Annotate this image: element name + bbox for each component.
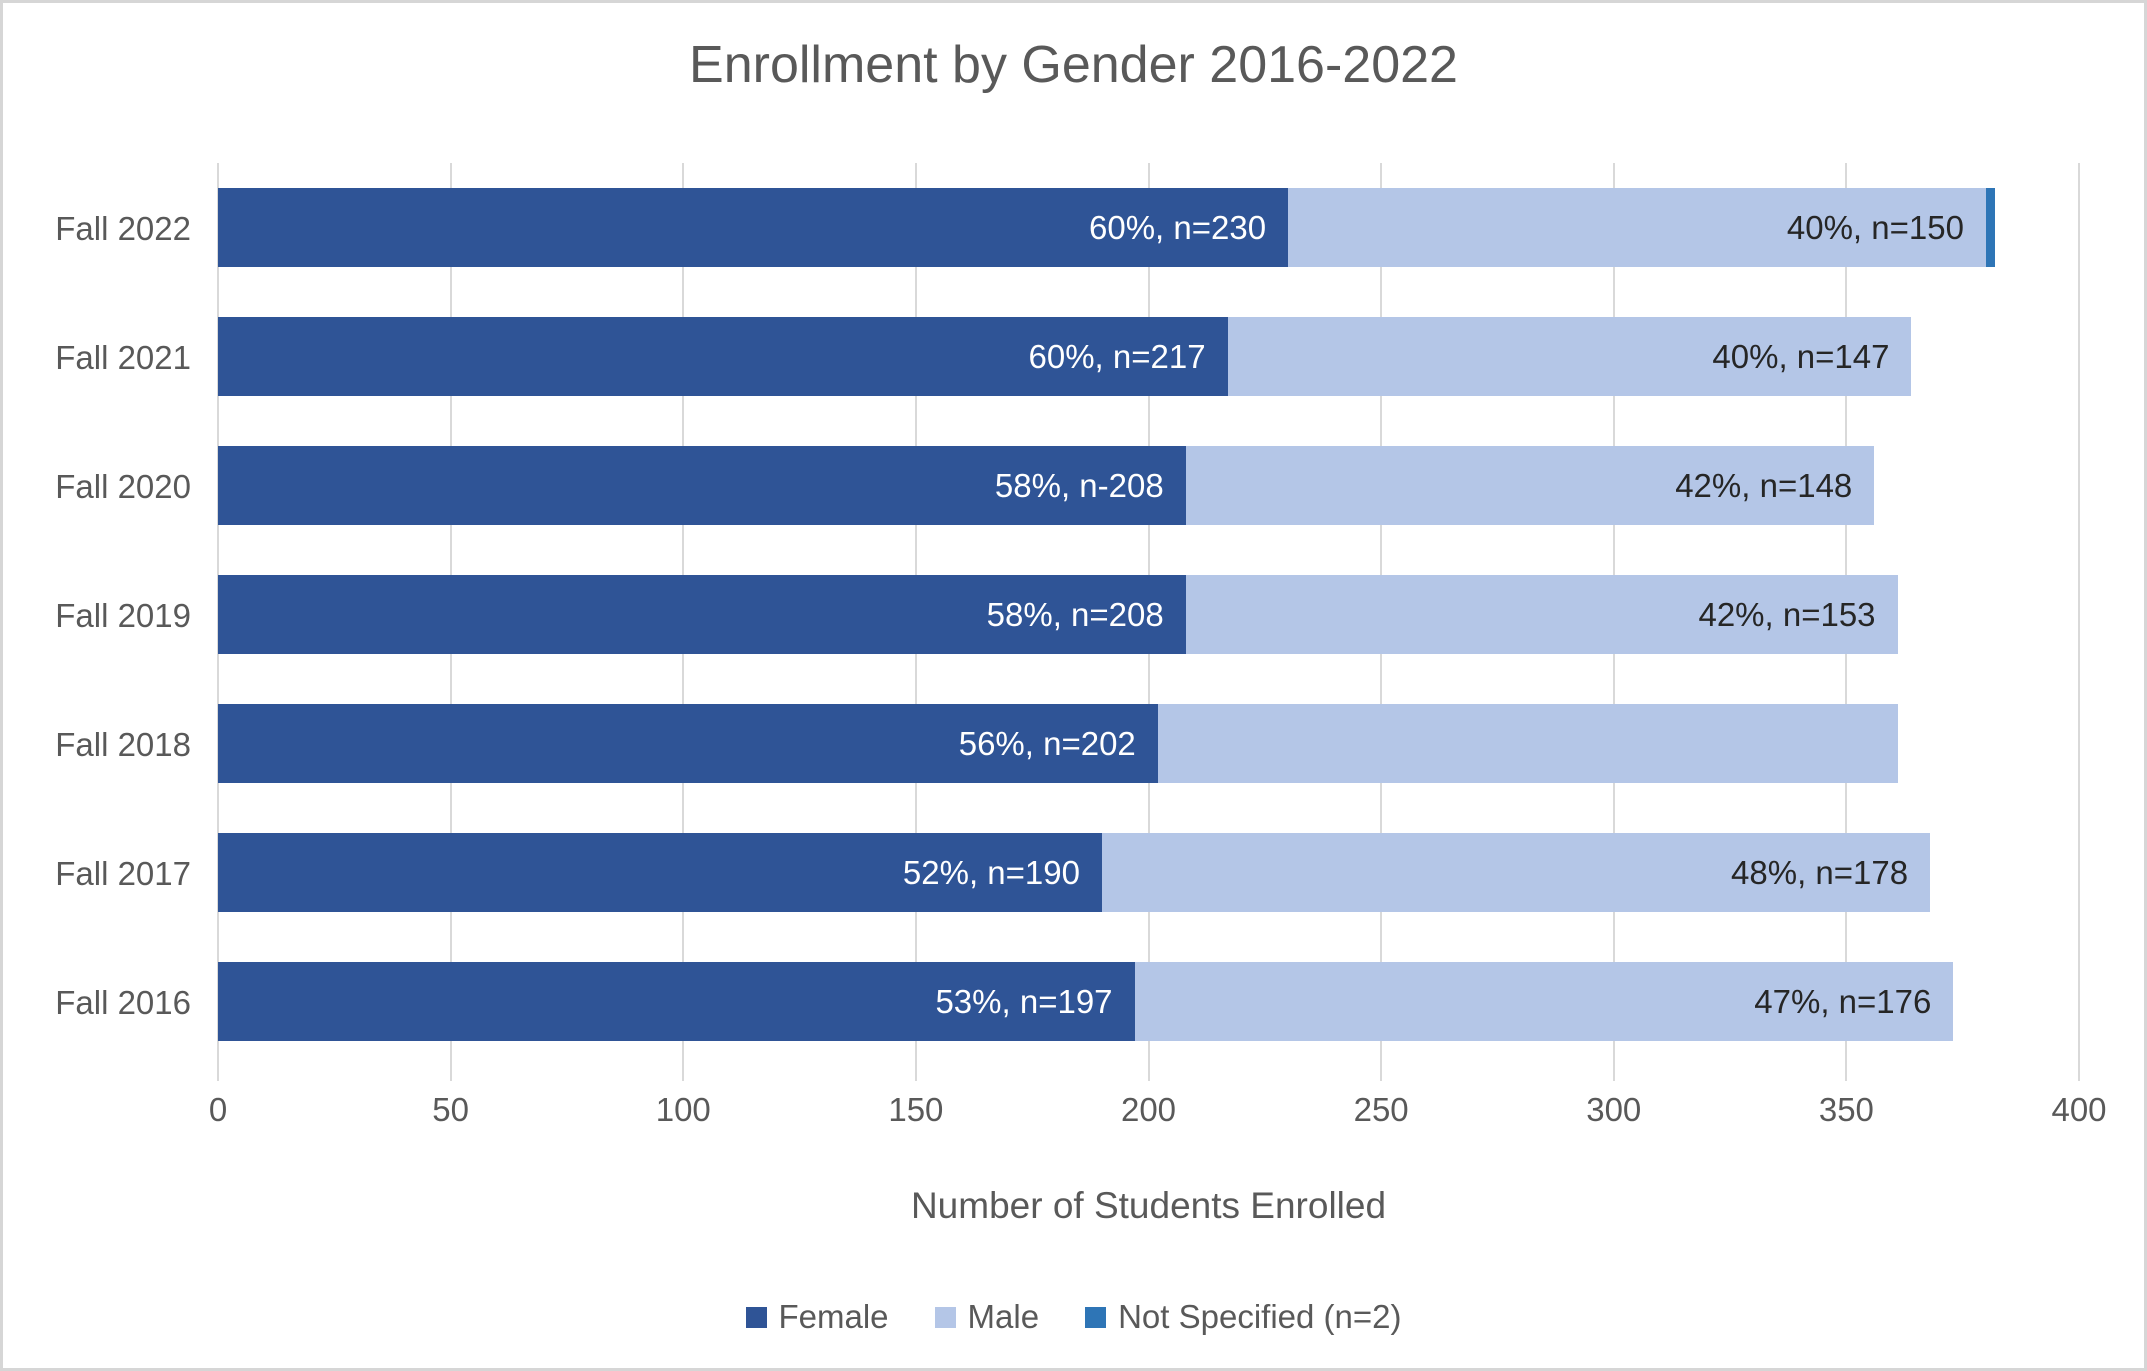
category-label: Fall 2022 bbox=[55, 210, 191, 247]
category-label: Fall 2017 bbox=[55, 855, 191, 892]
bar-segment-male: 40%, n=147 bbox=[1227, 317, 1912, 396]
legend-label: Male bbox=[967, 1298, 1040, 1335]
data-label: 56%, n=202 bbox=[958, 725, 1136, 762]
bar-segment-female: 56%, n=202 bbox=[218, 704, 1158, 783]
bar-segment-not bbox=[1985, 188, 1996, 267]
x-tick-label-150: 150 bbox=[888, 1091, 944, 1128]
gridline-x-400 bbox=[2078, 163, 2080, 1081]
category-label: Fall 2020 bbox=[55, 468, 191, 505]
bar-row-fall-2021: Fall 2021 60%, n=217 40%, n=147 bbox=[55, 292, 2079, 421]
bar-segment-male: 42%, n=148 bbox=[1185, 446, 1875, 525]
bar-row-fall-2016: Fall 2016 53%, n=197 47%, n=176 bbox=[55, 937, 2079, 1066]
data-label: 40%, n=147 bbox=[1712, 338, 1890, 375]
bar-segment-female: 60%, n=230 bbox=[218, 188, 1289, 267]
data-label: 60%, n=230 bbox=[1088, 209, 1267, 246]
x-tick-label-100: 100 bbox=[655, 1091, 711, 1128]
data-label: 58%, n=208 bbox=[986, 596, 1164, 633]
x-tick-label-250: 250 bbox=[1353, 1091, 1409, 1128]
legend-swatch-icon bbox=[745, 1306, 767, 1328]
data-label: 47%, n=176 bbox=[1754, 983, 1932, 1020]
x-tick-label-350: 350 bbox=[1818, 1091, 1874, 1128]
legend-item-female: Female bbox=[745, 1298, 889, 1336]
legend-swatch-icon bbox=[1085, 1306, 1107, 1328]
x-tick-label-200: 200 bbox=[1120, 1091, 1177, 1128]
bar-row-fall-2017: Fall 2017 52%, n=190 48%, n=178 bbox=[55, 808, 2079, 937]
data-label: 42%, n=153 bbox=[1698, 596, 1876, 633]
data-label: 42%, n=148 bbox=[1675, 467, 1853, 504]
data-label: 40%, n=150 bbox=[1786, 209, 1964, 246]
x-axis-title: Number of Students Enrolled bbox=[910, 1185, 1387, 1226]
plot-area: Fall 2022 60%, n=230 40%, n=150 Fall 2021 60… bbox=[55, 163, 2080, 1081]
category-label: Fall 2016 bbox=[55, 984, 191, 1021]
category-label: Fall 2018 bbox=[55, 726, 191, 763]
legend-item-not: Not Specified (n=2) bbox=[1085, 1298, 1401, 1336]
category-label: Fall 2021 bbox=[55, 339, 191, 376]
x-tick-label-50: 50 bbox=[432, 1091, 469, 1128]
data-label: 52%, n=190 bbox=[902, 854, 1080, 891]
legend-label: Not Specified (n=2) bbox=[1118, 1298, 1402, 1335]
chart-title: Enrollment by Gender 2016-2022 bbox=[689, 36, 1458, 94]
bar-segment-female: 53%, n=197 bbox=[218, 962, 1135, 1041]
x-tick-label-300: 300 bbox=[1586, 1091, 1642, 1128]
legend-item-male: Male bbox=[934, 1298, 1040, 1336]
x-tick-label-400: 400 bbox=[2051, 1091, 2107, 1128]
bar-segment-male: 48%, n=178 bbox=[1101, 833, 1931, 912]
data-label: 60%, n=217 bbox=[1028, 338, 1206, 375]
bar-segment-male: 42%, n=153 bbox=[1185, 575, 1898, 654]
legend-label: Female bbox=[778, 1298, 889, 1335]
bar-row-fall-2018: Fall 2018 56%, n=202 bbox=[55, 679, 2079, 808]
legend: Female Male Not Specified (n=2) bbox=[3, 1298, 2144, 1336]
data-label: 58%, n-208 bbox=[994, 467, 1164, 504]
bar-row-fall-2022: Fall 2022 60%, n=230 40%, n=150 bbox=[55, 163, 2079, 292]
bar-segment-male: 47%, n=176 bbox=[1134, 962, 1954, 1041]
bar-segment-male: 40%, n=150 bbox=[1288, 188, 1986, 267]
bar-segment-female: 60%, n=217 bbox=[218, 317, 1228, 396]
data-label: 53%, n=197 bbox=[935, 983, 1113, 1020]
bar-segment-female: 58%, n-208 bbox=[218, 446, 1186, 525]
bar-segment-female: 52%, n=190 bbox=[218, 833, 1102, 912]
bar-segment-male bbox=[1157, 704, 1898, 783]
x-tick-label-0: 0 bbox=[208, 1091, 228, 1128]
legend-swatch-icon bbox=[934, 1306, 956, 1328]
data-label: 48%, n=178 bbox=[1731, 854, 1909, 891]
bar-row-fall-2019: Fall 2019 58%, n=208 42%, n=153 bbox=[55, 550, 2079, 679]
category-label: Fall 2019 bbox=[55, 597, 191, 634]
bar-segment-female: 58%, n=208 bbox=[218, 575, 1186, 654]
bar-row-fall-2020: Fall 2020 58%, n-208 42%, n=148 bbox=[55, 421, 2079, 550]
